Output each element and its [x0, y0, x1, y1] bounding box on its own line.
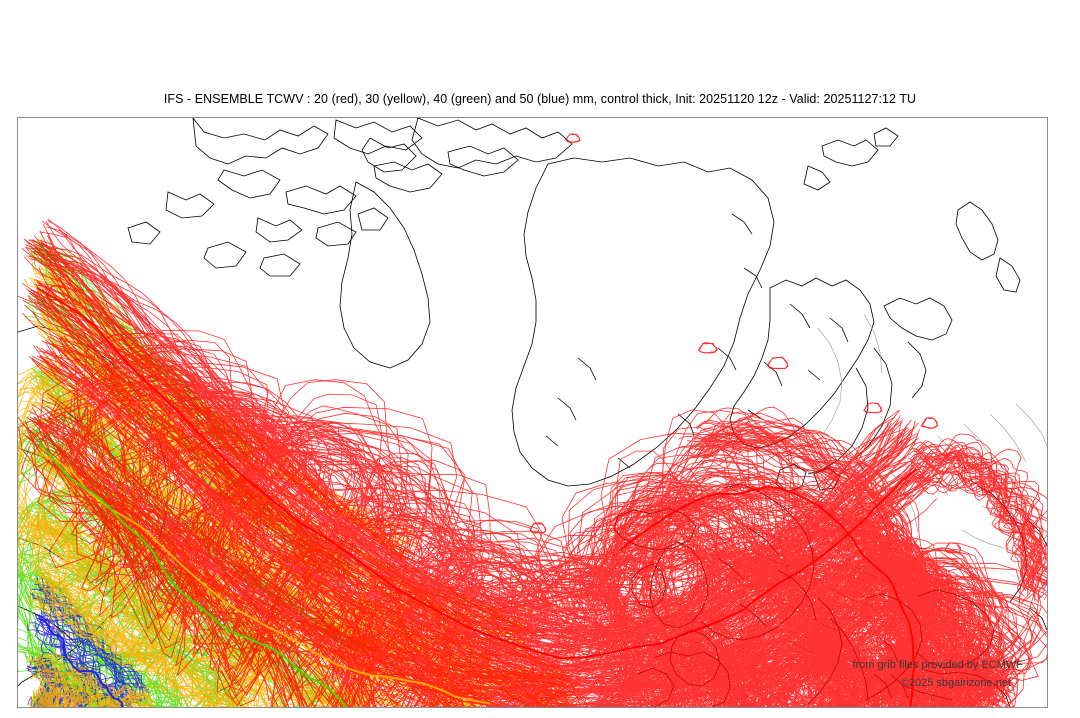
site-copyright: ©2025 sbgairizone.net	[900, 677, 1011, 689]
map-panel[interactable]: from grib files provided by ECMWF ©2025 …	[17, 117, 1048, 708]
ecmwf-credit: from grib files provided by ECMWF	[852, 659, 1023, 671]
contour-group-red-20mm	[18, 133, 1047, 707]
control-run-contours	[34, 286, 917, 707]
spaghetti-plot-svg	[18, 118, 1047, 707]
page-title: IFS - ENSEMBLE TCWV : 20 (red), 30 (yell…	[163, 92, 917, 106]
